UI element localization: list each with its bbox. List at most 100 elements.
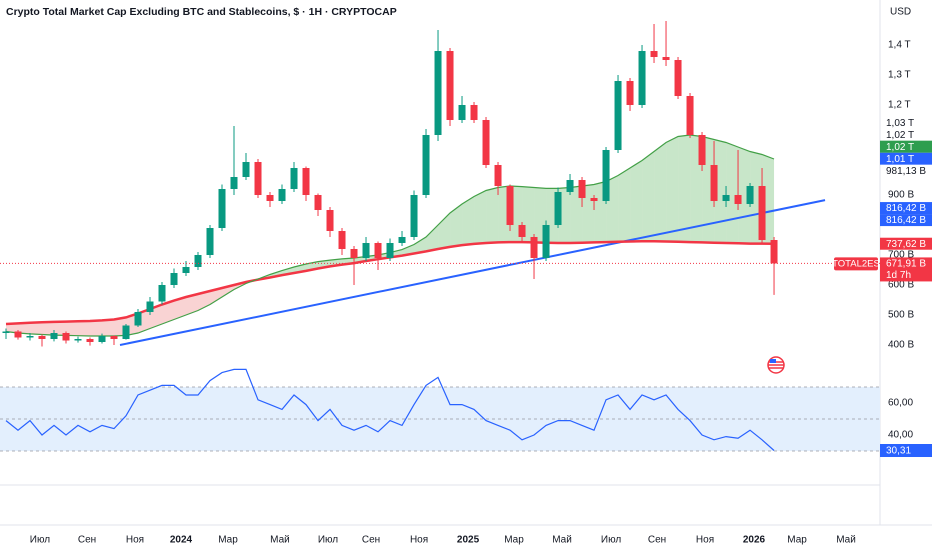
candle-body	[662, 57, 670, 60]
ma-cloud	[438, 213, 451, 249]
rsi-pane	[0, 368, 880, 452]
candle-body	[542, 225, 550, 258]
candle-body	[182, 267, 190, 273]
price-label: 1,01 T	[886, 154, 914, 165]
candle-body	[410, 195, 418, 237]
rsi-line	[5, 368, 775, 451]
candle-body	[62, 333, 70, 341]
candle-body	[530, 237, 538, 258]
candle-body	[326, 210, 334, 231]
x-tick-label: Ноя	[696, 535, 714, 546]
price-label: 981,13 B	[886, 166, 926, 177]
ma-cloud	[210, 288, 223, 305]
candle-body	[110, 336, 118, 339]
y-tick-label: 900 B	[888, 190, 914, 201]
candle-body	[446, 51, 454, 120]
price-label: 1,03 T	[886, 118, 914, 129]
rsi-value-bg	[880, 444, 932, 458]
x-tick-label: Май	[270, 535, 290, 546]
candle-body	[338, 231, 346, 249]
candle-body	[266, 195, 274, 201]
x-tick-label: Июл	[318, 535, 338, 546]
candle-body	[458, 105, 466, 120]
y-tick-label: 400 B	[888, 340, 914, 351]
price-label-countdown: 1d 7h	[886, 270, 911, 281]
candle-body	[578, 180, 586, 198]
ma-cloud	[462, 196, 475, 246]
candle-body	[254, 162, 262, 195]
y-tick-label: 500 B	[888, 310, 914, 321]
trendline	[119, 199, 826, 346]
ma-cloud	[42, 321, 55, 336]
price-label: 1,02 T	[886, 130, 914, 141]
axes: TOTAL2ES 60,00 40,00 30,31 400 B 500 B 600 B 70…	[30, 40, 932, 546]
symbol-tag-bg	[834, 257, 878, 271]
candle-body	[278, 189, 286, 201]
candle-body	[506, 186, 514, 225]
ma-cloud	[78, 321, 91, 336]
candle-body	[650, 51, 658, 57]
candle-body	[494, 165, 502, 186]
candle-body	[362, 243, 370, 258]
candle-body	[38, 336, 46, 339]
x-tick-label: Май	[836, 535, 856, 546]
price-label-bg	[880, 257, 932, 282]
price-pane	[0, 21, 880, 347]
ma-cloud	[570, 186, 583, 243]
x-tick-label: 2024	[170, 535, 193, 546]
ma-cloud	[102, 319, 115, 336]
ma-cloud	[618, 168, 631, 242]
candle-body	[26, 336, 34, 338]
ma-cloud	[450, 204, 463, 247]
x-tick-label: Ноя	[126, 535, 144, 546]
candle-body	[2, 331, 10, 333]
ma-cloud	[654, 142, 667, 242]
x-tick-label: Июл	[601, 535, 621, 546]
candle-body	[698, 135, 706, 165]
candle-body	[86, 339, 94, 342]
candle-body	[74, 339, 82, 341]
y-tick-label: 1,2 T	[888, 100, 911, 111]
candle-body	[158, 285, 166, 302]
ma-cloud	[66, 321, 79, 336]
ma-cloud	[426, 225, 439, 252]
y-tick-label: 600 B	[888, 280, 914, 291]
candle-body	[602, 150, 610, 201]
candle-body	[134, 312, 142, 326]
x-tick-label: Мар	[504, 535, 524, 546]
price-label: 671,91 B	[886, 259, 926, 270]
x-tick-label: Ноя	[410, 535, 428, 546]
currency-label: USD	[890, 7, 911, 18]
ma-cloud	[738, 147, 751, 244]
price-label-bg	[880, 140, 932, 153]
candle-body	[218, 189, 226, 228]
ma-cloud	[6, 323, 19, 333]
candle-body	[422, 135, 430, 195]
rsi-tick-label: 60,00	[888, 398, 913, 409]
price-label: 1,02 T	[886, 142, 914, 153]
ma-cloud	[726, 142, 739, 244]
candle-body	[746, 186, 754, 204]
ma-cloud	[414, 237, 427, 254]
price-label-bg	[880, 152, 932, 165]
candle-body	[146, 301, 154, 312]
x-tick-label: Мар	[218, 535, 238, 546]
candle-body	[50, 333, 58, 339]
ma-cloud	[54, 321, 67, 336]
price-label-bg	[880, 237, 932, 250]
candle-body	[722, 195, 730, 201]
x-tick-label: 2025	[457, 535, 480, 546]
symbol-tag: TOTAL2ES	[832, 258, 880, 269]
candle-body	[350, 249, 358, 258]
ma-cloud	[30, 322, 43, 335]
candle-body	[398, 237, 406, 243]
x-tick-label: Сен	[362, 535, 380, 546]
candle-body	[302, 168, 310, 195]
candle-body	[614, 81, 622, 150]
candle-body	[170, 273, 178, 285]
candle-body	[566, 180, 574, 192]
price-label: 816,42 B	[886, 203, 926, 214]
candle-body	[14, 331, 22, 338]
candle-body	[482, 120, 490, 165]
